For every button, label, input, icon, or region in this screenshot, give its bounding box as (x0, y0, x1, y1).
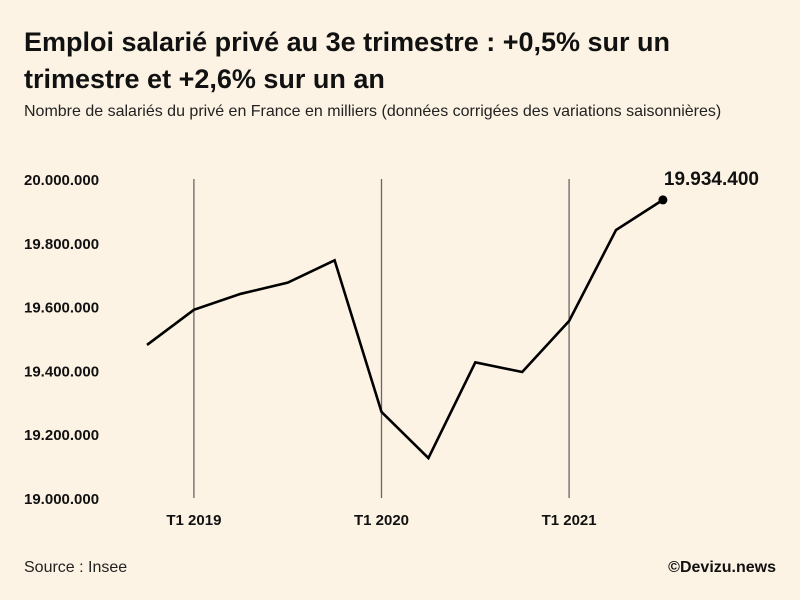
data-point-last (658, 195, 668, 205)
brand-credit: ©Devizu.news (668, 559, 776, 576)
x-tick-label: T1 2021 (542, 512, 597, 529)
data-label-last: 19.934.400 (664, 169, 759, 190)
y-tick-label: 19.600.000 (24, 300, 99, 317)
x-tick-label: T1 2020 (354, 512, 409, 529)
y-tick-label: 19.000.000 (24, 491, 99, 508)
y-tick-label: 19.800.000 (24, 236, 99, 253)
y-tick-label: 19.400.000 (24, 363, 99, 380)
y-tick-label: 19.200.000 (24, 427, 99, 444)
source-note: Source : Insee (24, 559, 128, 576)
chart-subtitle: Nombre de salariés du privé en France en… (24, 103, 722, 120)
y-tick-label: 20.000.000 (24, 172, 99, 189)
series-line (146, 198, 664, 461)
x-tick-label: T1 2019 (166, 512, 221, 529)
chart-title: Emploi salarié privé au 3e trimestre : +… (24, 27, 671, 94)
